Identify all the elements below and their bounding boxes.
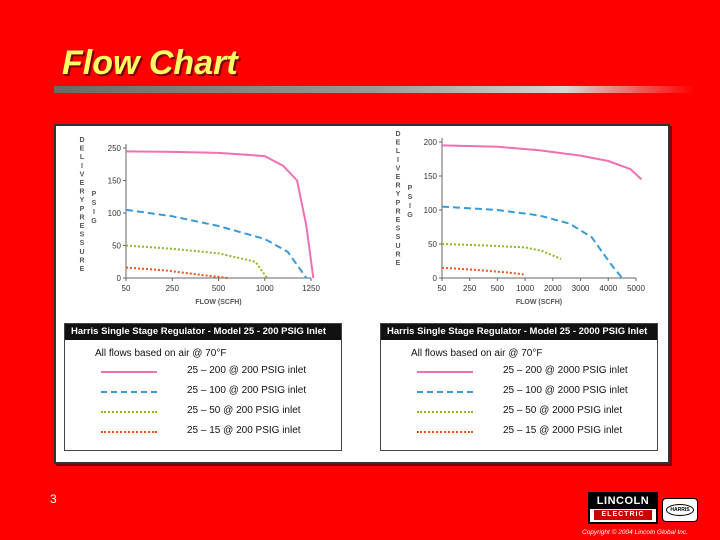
x-tick-label: 2000 bbox=[544, 284, 562, 293]
series-line-4 bbox=[125, 266, 228, 279]
series-line-4 bbox=[441, 266, 526, 276]
x-tick-label: 250 bbox=[463, 284, 477, 293]
title-rule bbox=[54, 86, 694, 93]
legend-swatch bbox=[417, 371, 473, 373]
legend-row: 25 – 50 @ 200 PSIG inlet bbox=[65, 403, 341, 423]
y-tick-label: 100 bbox=[424, 206, 438, 215]
legend-label: 25 – 50 @ 200 PSIG inlet bbox=[187, 405, 301, 416]
legend-label: 25 – 100 @ 200 PSIG inlet bbox=[187, 385, 307, 396]
y-tick-label: 200 bbox=[424, 138, 438, 147]
harris-logo: HARRIS bbox=[662, 498, 698, 522]
series-line-3 bbox=[125, 244, 268, 279]
y-tick-label: 100 bbox=[108, 209, 122, 218]
logo-electric-text: ELECTRIC bbox=[594, 510, 652, 520]
y-tick-label: 0 bbox=[117, 274, 122, 283]
legend-label: 25 – 200 @ 2000 PSIG inlet bbox=[503, 365, 628, 376]
legend-swatch bbox=[101, 371, 157, 373]
logo-lincoln-text: LINCOLN bbox=[590, 494, 656, 509]
x-tick-label: 1000 bbox=[256, 284, 274, 293]
lincoln-electric-logo: LINCOLN ELECTRIC bbox=[588, 492, 658, 524]
legend-row: 25 – 200 @ 2000 PSIG inlet bbox=[381, 363, 657, 383]
legend-row: 25 – 15 @ 200 PSIG inlet bbox=[65, 423, 341, 443]
y-tick-label: 250 bbox=[108, 144, 122, 153]
chart-panel: 250 150 100 50 0 50 250 500 1000 1250 FLOW (SCFH) D… bbox=[54, 124, 670, 464]
legend-left: Harris Single Stage Regulator - Model 25… bbox=[64, 323, 342, 451]
y-tick-label: 50 bbox=[428, 240, 437, 249]
x-axis-label: FLOW (SCFH) bbox=[195, 299, 241, 306]
y-tick-label: 150 bbox=[108, 177, 122, 186]
legend-row: 25 – 200 @ 200 PSIG inlet bbox=[65, 363, 341, 383]
y-tick-label: 50 bbox=[112, 242, 121, 251]
x-tick-label: 1000 bbox=[516, 284, 534, 293]
copyright: Copyright © 2004 Lincoln Global Inc. bbox=[582, 529, 688, 536]
legend-note-right: All flows based on air @ 70°F bbox=[411, 348, 543, 359]
legend-label: 25 – 100 @ 2000 PSIG inlet bbox=[503, 385, 628, 396]
legend-row: 25 – 50 @ 2000 PSIG inlet bbox=[381, 403, 657, 423]
series-line-3 bbox=[441, 243, 562, 260]
legend-row: 25 – 100 @ 2000 PSIG inlet bbox=[381, 383, 657, 403]
series-line-2 bbox=[125, 208, 308, 279]
x-tick-label: 4000 bbox=[599, 284, 617, 293]
y-tick-label: 150 bbox=[424, 172, 438, 181]
x-tick-label: 250 bbox=[166, 284, 180, 293]
legend-row: 25 – 100 @ 200 PSIG inlet bbox=[65, 383, 341, 403]
x-tick-label: 3000 bbox=[572, 284, 590, 293]
legend-header-left: Harris Single Stage Regulator - Model 25… bbox=[65, 324, 341, 340]
slide-title: Flow Chart bbox=[62, 44, 238, 82]
legend-label: 25 – 50 @ 2000 PSIG inlet bbox=[503, 405, 623, 416]
x-tick-label: 1250 bbox=[302, 284, 320, 293]
x-tick-label: 500 bbox=[491, 284, 505, 293]
series-line-2 bbox=[441, 205, 623, 279]
series-line-1 bbox=[441, 144, 643, 181]
legend-swatch bbox=[101, 431, 157, 433]
slide-number: 3 bbox=[50, 492, 57, 506]
legend-swatch bbox=[417, 411, 473, 413]
x-tick-label: 50 bbox=[122, 284, 131, 293]
legend-swatch bbox=[417, 431, 473, 433]
legend-label: 25 – 15 @ 2000 PSIG inlet bbox=[503, 425, 623, 436]
legend-right: Harris Single Stage Regulator - Model 25… bbox=[380, 323, 658, 451]
series-line-1 bbox=[125, 150, 315, 279]
legend-label: 25 – 200 @ 200 PSIG inlet bbox=[187, 365, 307, 376]
x-axis-label: FLOW (SCFH) bbox=[516, 299, 562, 306]
legend-swatch bbox=[101, 411, 157, 413]
legend-swatch bbox=[101, 391, 157, 393]
logo-harris-text: HARRIS bbox=[666, 504, 694, 516]
legend-label: 25 – 15 @ 200 PSIG inlet bbox=[187, 425, 301, 436]
x-tick-label: 50 bbox=[438, 284, 447, 293]
y-tick-label: 0 bbox=[433, 274, 438, 283]
legend-header-right: Harris Single Stage Regulator - Model 25… bbox=[381, 324, 657, 340]
legend-swatch bbox=[417, 391, 473, 393]
x-tick-label: 5000 bbox=[627, 284, 645, 293]
x-tick-label: 500 bbox=[212, 284, 226, 293]
legend-row: 25 – 15 @ 2000 PSIG inlet bbox=[381, 423, 657, 443]
legend-note-left: All flows based on air @ 70°F bbox=[95, 348, 227, 359]
